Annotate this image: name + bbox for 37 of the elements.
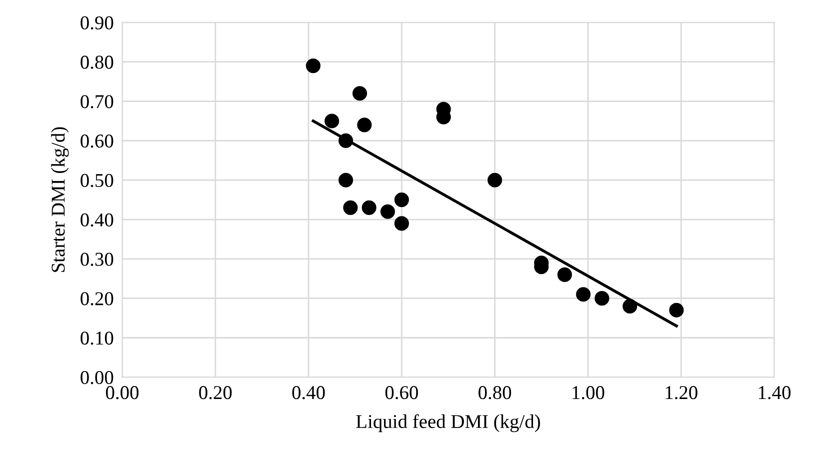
y-tick-label: 0.20 [80, 292, 114, 306]
y-tick-label: 0.80 [80, 56, 114, 69]
y-tick-label: 0.00 [80, 370, 114, 384]
y-tick-label: 0.90 [80, 16, 114, 30]
point [576, 287, 591, 302]
x-tick-label: 0.80 [478, 386, 512, 400]
point [488, 172, 502, 188]
y-tick-label: 0.10 [80, 332, 114, 345]
y-tick-label: 0.30 [80, 252, 114, 266]
point [338, 172, 354, 188]
point [622, 298, 638, 314]
y-tick-label: 0.60 [80, 134, 114, 148]
x-tick-label: 1.20 [666, 386, 698, 400]
point [306, 58, 320, 74]
y-tick-label: 0.50 [80, 174, 114, 188]
x-tick-label: 1.00 [572, 386, 604, 400]
point [357, 118, 372, 132]
point [324, 114, 340, 128]
y-axis-title: Starter DMI (kg/d) [51, 127, 69, 272]
point [594, 291, 610, 306]
point [669, 302, 684, 318]
y-tick-label: 0.40 [80, 213, 114, 227]
x-axis-title: Liquid feed DMI (kg/d) [356, 414, 540, 432]
point [338, 133, 354, 148]
x-tick-label: 0.20 [199, 386, 232, 400]
point [343, 200, 358, 215]
point [394, 192, 409, 208]
y-tick-label: 0.70 [80, 95, 114, 108]
x-tick-label: 1.40 [758, 386, 791, 400]
point [394, 216, 409, 231]
point [352, 86, 368, 101]
point [557, 267, 572, 282]
x-tick-label: 0.00 [106, 386, 139, 400]
point [362, 200, 376, 215]
x-tick-label: 0.40 [292, 386, 325, 400]
point [380, 204, 395, 219]
x-tick-label: 0.60 [385, 386, 418, 400]
